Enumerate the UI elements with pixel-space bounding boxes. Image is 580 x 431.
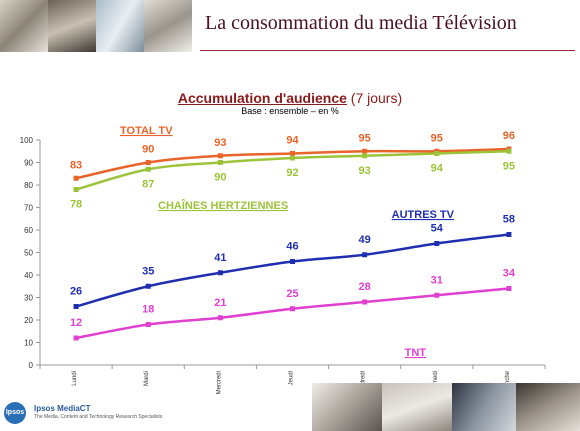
data-label: 21 [214,297,226,309]
data-label: 94 [431,163,444,175]
y-tick-label: 20 [24,316,33,325]
x-tick-label: Lundi [72,371,78,386]
chart-title-suffix: (7 jours) [346,90,403,106]
y-tick-label: 90 [24,159,33,168]
x-tick-label: Mercredi [216,371,222,394]
data-point [145,322,151,327]
series-label: TOTAL TV [120,125,173,137]
data-label: 12 [70,317,82,329]
y-tick-label: 10 [24,339,33,348]
header-photo-strip [0,0,192,52]
footer-tagline: The Media, Content and Technology Resear… [34,414,163,420]
data-point [73,335,79,341]
chart-title: Accumulation d'audience (7 jours) [0,90,580,106]
data-point [434,292,440,298]
data-point [506,232,512,237]
data-point [73,187,79,192]
chart-title-main: Accumulation d'audience [177,90,347,106]
data-label: 31 [431,274,443,286]
data-label: 93 [214,137,226,149]
data-point [290,306,295,312]
y-tick-label: 30 [24,294,33,303]
data-point [362,252,368,258]
footer-photo-1 [312,383,382,431]
data-label: 92 [286,167,298,179]
data-label: 46 [286,241,298,253]
x-tick-label: Vendredi [361,371,367,395]
x-tick-label: Mardi [144,371,150,386]
data-point [434,151,440,156]
data-point [506,148,512,154]
x-tick-label: Samedi [433,371,439,391]
y-tick-label: 70 [24,204,33,213]
data-label: 54 [431,223,444,235]
data-label: 95 [503,160,515,172]
data-point [145,166,151,172]
footer-photo-2 [382,383,452,431]
series-label: CHAÎNES HERTZIENNES [158,199,288,212]
data-label: 93 [359,165,371,177]
series-label: AUTRES TV [392,209,455,221]
data-label: 35 [142,265,154,277]
data-point [362,153,368,159]
x-tick-label: Jeudi [289,371,295,385]
data-point [290,155,295,161]
footer-photo-4 [516,383,580,431]
data-point [217,153,223,159]
footer-photo-3 [452,383,516,431]
data-label: 94 [286,135,299,147]
footer-photo-strip [312,383,580,431]
data-point [217,315,223,321]
y-tick-label: 40 [24,271,33,280]
data-point [362,299,368,305]
footer-brand: Ipsos MediaCT [34,404,91,413]
header-photo-1 [0,0,48,52]
data-label: 95 [359,132,371,144]
y-tick-label: 80 [24,181,33,190]
page-title: La consommation du media Télévision [205,12,517,34]
data-label: 96 [503,130,515,142]
y-tick-label: 0 [29,361,34,370]
data-point [73,175,79,181]
data-label: 58 [503,214,515,226]
title-divider [200,50,575,51]
chart-subtitle: Base : ensemble – en % [241,106,339,116]
data-point [290,259,295,264]
data-point [362,148,368,154]
data-label: 26 [70,286,82,298]
header-photo-4 [144,0,192,52]
y-tick-label: 60 [24,226,33,235]
data-point [73,304,79,309]
data-point [145,283,151,289]
data-label: 83 [70,159,82,171]
data-label: 90 [214,172,226,184]
data-label: 49 [359,234,371,246]
data-label: 87 [142,178,154,190]
ipsos-logo: Ipsos [4,402,26,424]
data-label: 28 [359,281,371,293]
header-photo-3 [96,0,144,52]
data-point [434,241,440,246]
data-label: 25 [286,288,298,300]
data-point [217,160,223,165]
data-point [506,286,512,291]
data-label: 18 [142,304,154,316]
data-point [290,151,295,156]
data-label: 34 [503,268,516,280]
data-label: 90 [142,144,154,156]
data-label: 41 [214,252,226,264]
series-label: TNT [405,347,427,359]
y-tick-label: 50 [24,249,33,258]
y-tick-label: 100 [20,136,34,145]
data-point [217,270,223,276]
data-label: 95 [431,132,443,144]
header-photo-2 [48,0,96,52]
data-point [145,160,151,165]
data-label: 78 [70,199,82,211]
